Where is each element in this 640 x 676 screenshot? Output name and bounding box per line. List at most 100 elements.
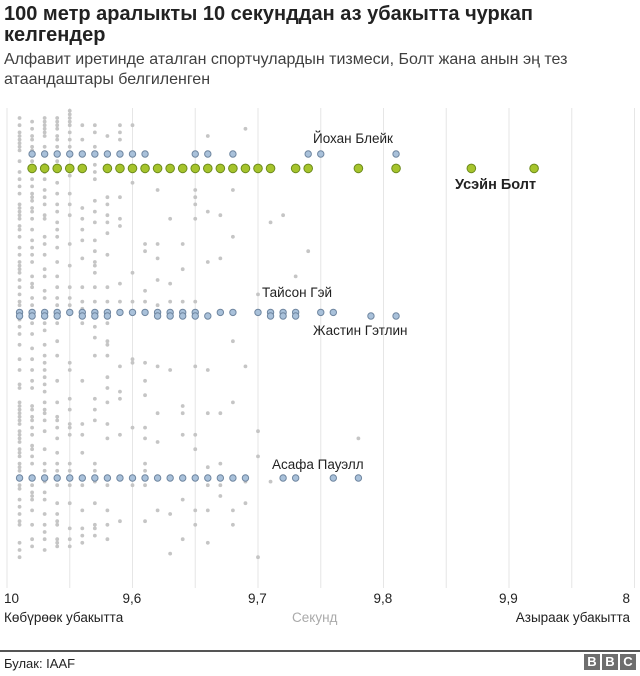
highlighted-athlete-dot (128, 150, 137, 158)
highlighted-athlete-dot (354, 474, 363, 482)
athlete-time-dot (55, 119, 60, 124)
athlete-time-dot (17, 270, 22, 275)
athlete-time-dot (17, 450, 22, 455)
athlete-time-dot (205, 411, 210, 416)
athlete-time-dot (30, 461, 34, 466)
athlete-time-dot (30, 198, 34, 203)
highlighted-athlete-dot (166, 474, 174, 482)
highlighted-athlete-dot (141, 150, 149, 158)
athlete-time-dot (17, 540, 22, 545)
athlete-time-dot (105, 342, 110, 347)
athlete-time-dot (155, 188, 160, 192)
athlete-time-dot (17, 504, 22, 509)
athlete-time-dot (55, 202, 60, 207)
highlighted-athlete-dot (64, 163, 75, 174)
athlete-time-dot (17, 368, 22, 372)
athlete-time-dot (205, 508, 210, 513)
athlete-time-dot (231, 522, 235, 527)
bbc-logo-b2: B (602, 654, 618, 670)
athlete-time-dot (155, 242, 160, 246)
athlete-time-dot (155, 508, 160, 513)
athlete-time-dot (30, 260, 34, 264)
athlete-time-dot (281, 213, 285, 218)
athlete-time-dot (55, 296, 60, 300)
athlete-time-dot (243, 364, 248, 369)
athlete-time-dot (55, 274, 60, 279)
athlete-time-dot (118, 281, 122, 286)
highlighted-athlete-dot (329, 308, 337, 317)
athlete-time-dot (42, 522, 47, 527)
highlighted-athlete-dot (28, 474, 36, 482)
athlete-time-dot (193, 508, 198, 513)
athlete-time-dot (17, 422, 22, 426)
athlete-time-dot (42, 468, 47, 473)
athlete-time-dot (17, 522, 22, 527)
athlete-time-dot (130, 357, 135, 362)
athlete-time-dot (17, 263, 22, 268)
athlete-time-dot (356, 436, 361, 441)
highlighted-athlete-dot (265, 163, 276, 174)
athlete-time-dot (143, 360, 147, 365)
athlete-time-dot (30, 407, 34, 412)
athlete-time-dot (30, 443, 34, 448)
athlete-time-dot (42, 512, 47, 516)
athlete-time-dot (17, 245, 22, 250)
athlete-time-dot (193, 447, 198, 452)
athlete-time-dot (42, 252, 47, 257)
athlete-time-dot (17, 299, 22, 304)
athlete-time-dot (67, 119, 72, 124)
athlete-time-dot (143, 249, 147, 254)
athlete-time-dot (55, 519, 60, 524)
athlete-time-dot (105, 134, 110, 138)
athlete-time-dot (30, 184, 34, 189)
athlete-time-dot (30, 209, 34, 214)
athlete-time-dot (130, 123, 135, 128)
highlighted-athlete-dot (91, 150, 99, 158)
highlighted-athlete-dot (40, 312, 49, 320)
athlete-time-dot (30, 368, 34, 372)
highlighted-athlete-dot (53, 150, 61, 158)
athlete-time-dot (80, 533, 85, 538)
athlete-time-dot (55, 339, 60, 344)
athlete-time-dot (17, 224, 22, 228)
label-powell: Асафа Пауэлл (272, 457, 364, 472)
athlete-time-dot (30, 508, 34, 513)
athlete-time-dot (17, 130, 22, 135)
athlete-time-dot (180, 242, 185, 246)
athlete-time-dot (55, 353, 60, 358)
athlete-time-dot (30, 134, 34, 138)
athlete-time-dot (42, 321, 47, 326)
athlete-time-dot (105, 252, 110, 257)
athlete-time-dot (80, 526, 85, 531)
athlete-time-dot (30, 432, 34, 437)
athlete-time-dot (17, 209, 22, 214)
athlete-time-dot (17, 436, 22, 441)
athlete-time-dot (92, 285, 97, 290)
athlete-time-dot (92, 526, 97, 531)
athlete-time-dot (30, 522, 34, 527)
athlete-time-dot (30, 404, 34, 408)
bbc-logo: B B C (584, 654, 636, 670)
athlete-time-dot (118, 364, 122, 369)
athlete-time-dot (55, 159, 60, 164)
athlete-time-dot (42, 126, 47, 131)
chart-subtitle: Алфавит иретинде аталган спортчулардын т… (4, 51, 568, 88)
athlete-time-dot (42, 382, 47, 387)
highlighted-athlete-dot (191, 474, 199, 482)
athlete-time-dot (55, 134, 60, 138)
athlete-time-dot (17, 216, 22, 221)
athlete-time-dot (42, 296, 47, 300)
athlete-time-dot (55, 468, 60, 473)
athlete-time-dot (30, 346, 34, 351)
dot-plot (6, 108, 635, 588)
athlete-time-dot (105, 195, 110, 200)
athlete-time-dot (180, 299, 185, 304)
athlete-time-dot (168, 299, 173, 304)
athlete-time-dot (118, 432, 122, 437)
athlete-time-dot (92, 270, 97, 275)
athlete-time-dot (105, 213, 110, 218)
highlighted-athlete-dot (15, 474, 24, 482)
highlighted-athlete-dot (228, 163, 238, 174)
highlighted-athlete-dot (153, 312, 162, 320)
athlete-time-dot (180, 404, 185, 408)
